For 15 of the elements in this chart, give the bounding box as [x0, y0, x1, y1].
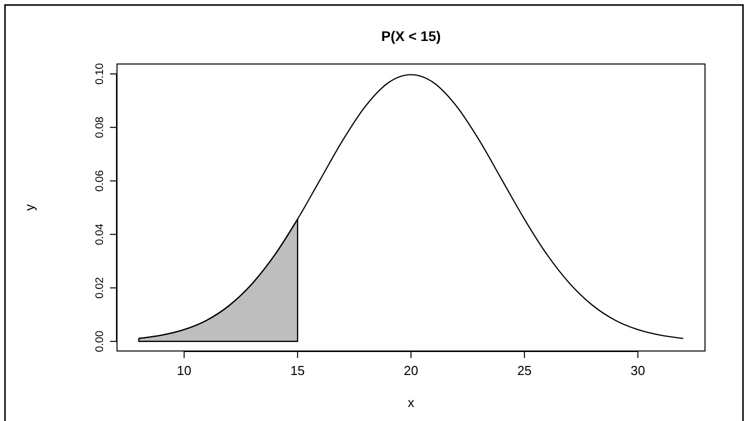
x-tick-label: 15	[290, 363, 305, 378]
x-tick-label: 10	[176, 363, 192, 378]
y-axis-title: y	[22, 204, 37, 211]
x-tick-label: 25	[517, 363, 532, 378]
chart-title: P(X < 15)	[381, 28, 441, 44]
y-tick-label: 0.02	[94, 277, 106, 299]
line-series	[138, 74, 684, 340]
y-tick-label: 0.00	[94, 330, 106, 352]
y-tick-label: 0.04	[94, 224, 106, 246]
x-tick-label: 20	[404, 363, 418, 378]
y-tick-label: 0.06	[94, 170, 106, 192]
y-tick-label: 0.10	[94, 63, 106, 85]
x-axis-title: x	[408, 395, 415, 410]
y-tick-label: 0.08	[94, 116, 106, 138]
x-tick-label: 30	[630, 363, 646, 378]
